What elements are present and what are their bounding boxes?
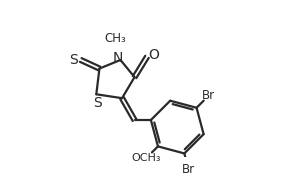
Text: N: N [112, 51, 123, 65]
Text: O: O [148, 48, 159, 62]
Text: Br: Br [202, 89, 215, 103]
Text: S: S [93, 96, 101, 110]
Text: CH₃: CH₃ [104, 32, 126, 45]
Text: Br: Br [182, 163, 195, 175]
Text: OCH₃: OCH₃ [132, 153, 161, 163]
Text: S: S [69, 53, 78, 67]
